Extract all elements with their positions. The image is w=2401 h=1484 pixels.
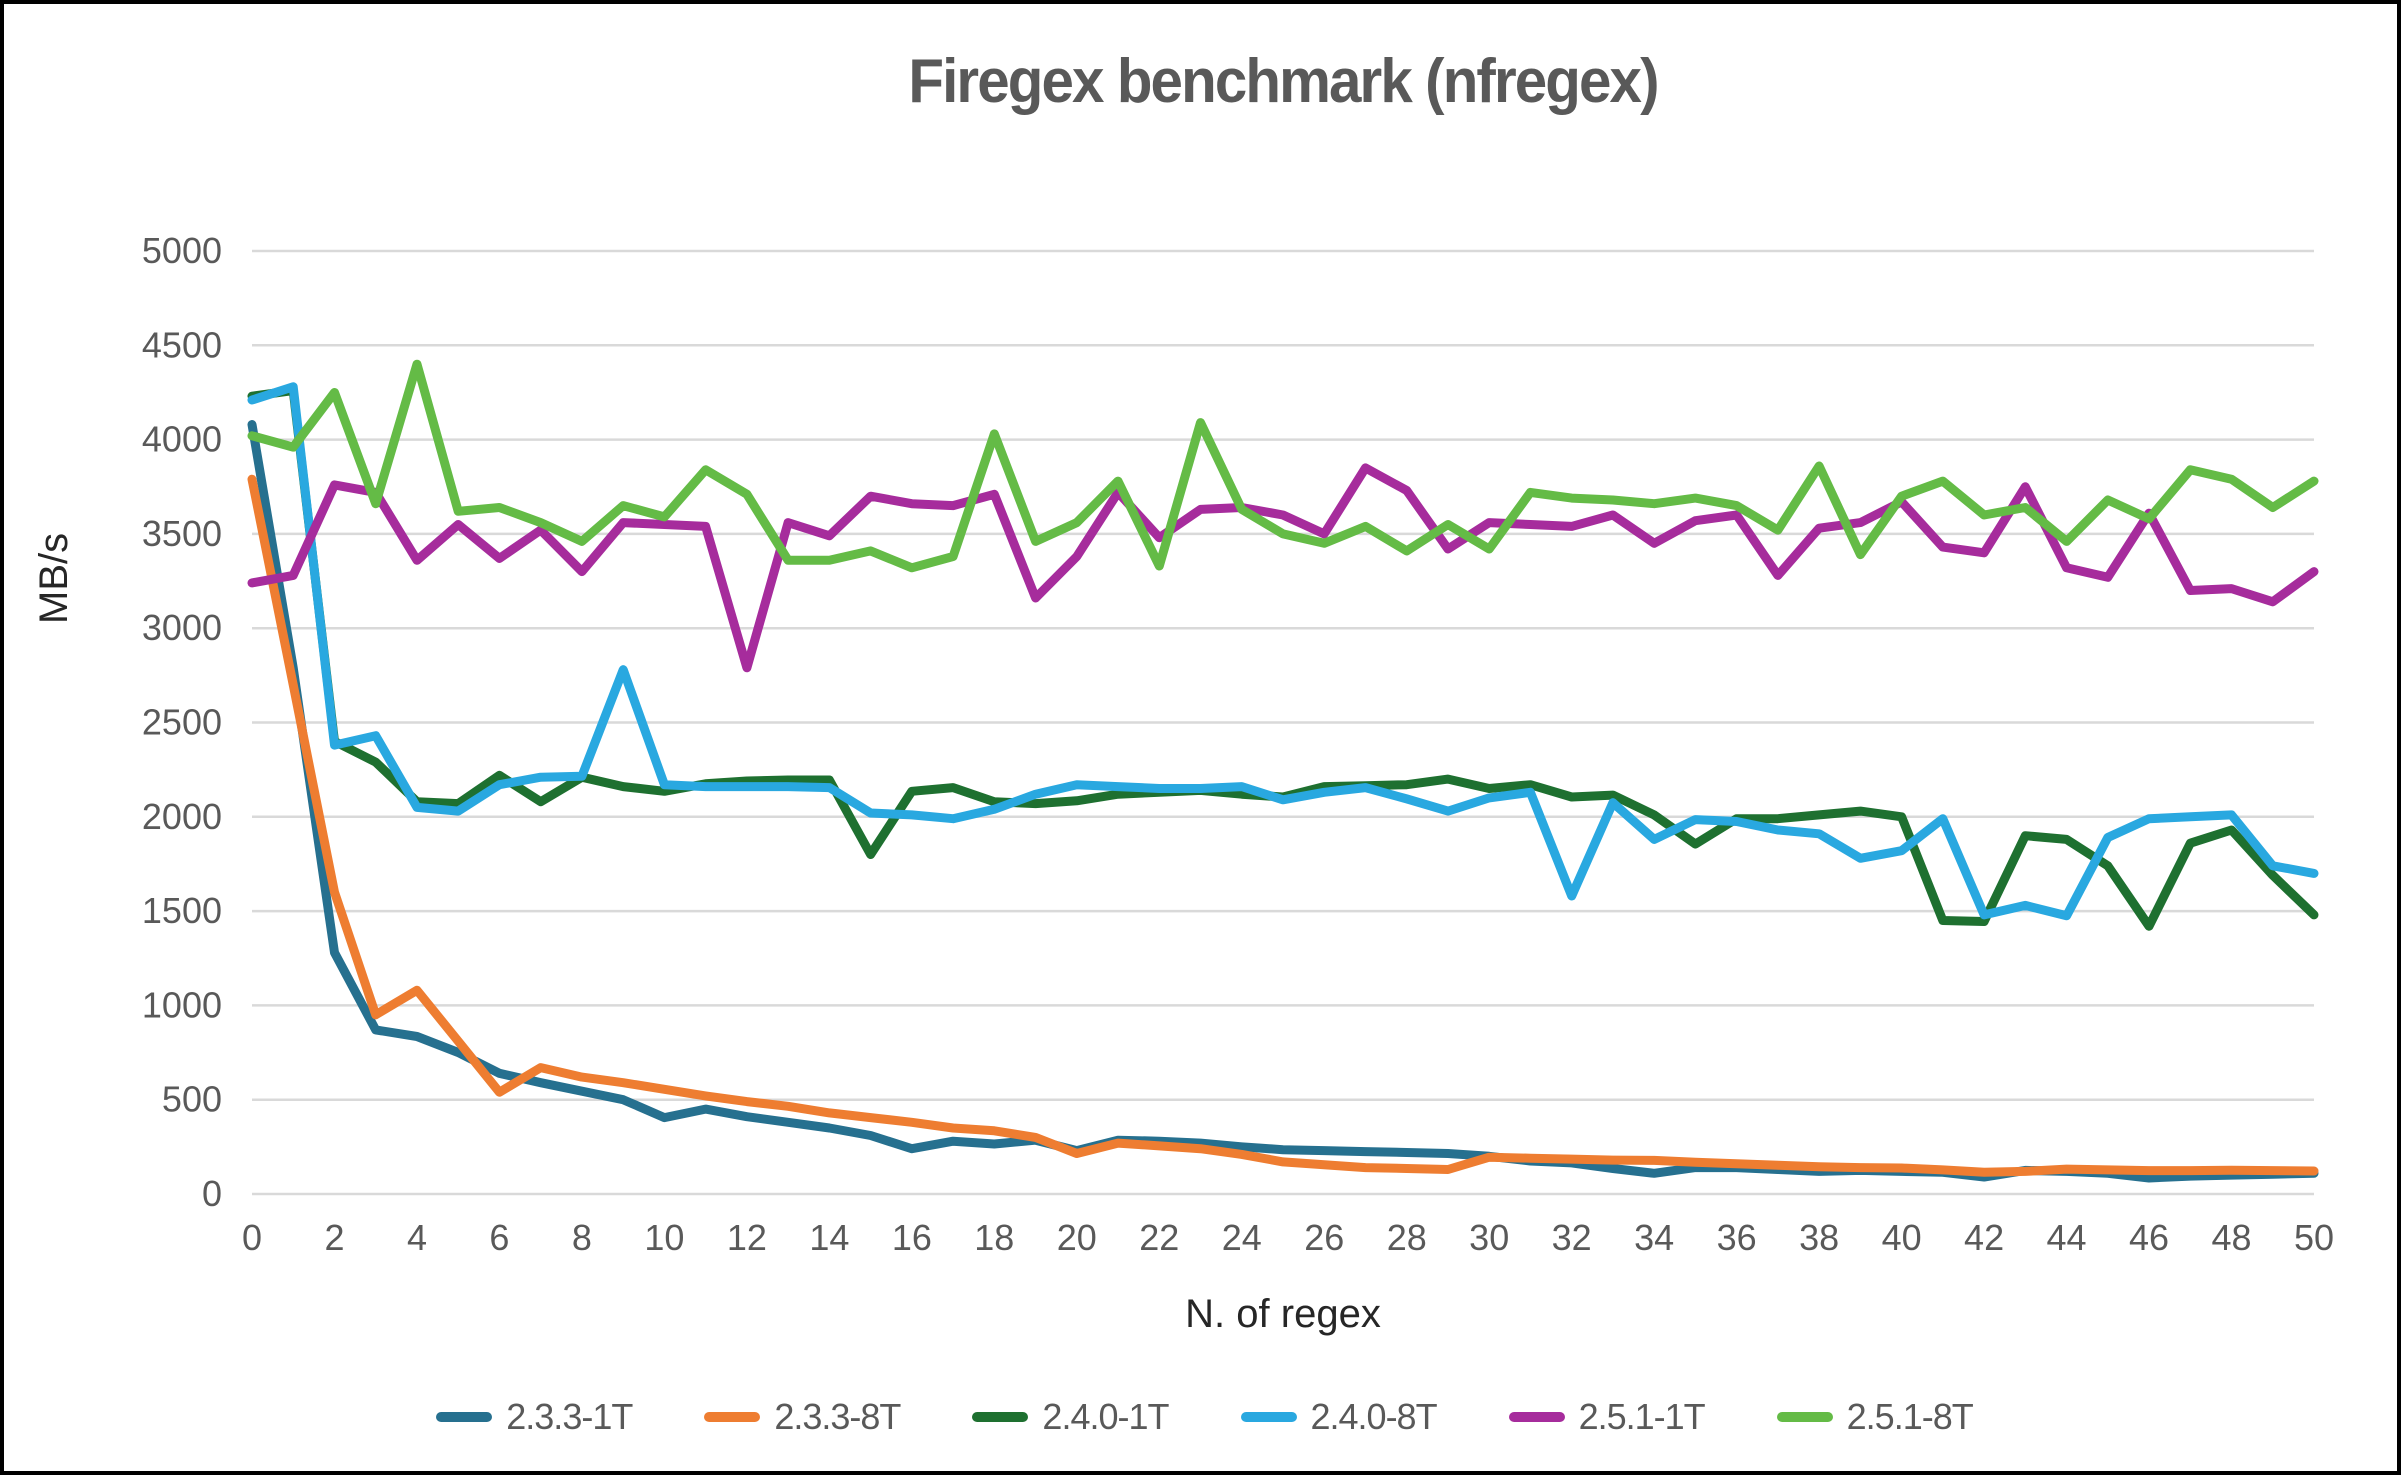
x-tick-label: 10 <box>644 1217 684 1258</box>
y-tick-label: 1000 <box>142 984 222 1025</box>
x-tick-label: 18 <box>974 1217 1014 1258</box>
x-tick-label: 42 <box>1964 1217 2004 1258</box>
chart-title: Firegex benchmark (nfregex) <box>908 47 1659 116</box>
y-tick-label: 3500 <box>142 513 222 554</box>
x-tick-label: 14 <box>809 1217 849 1258</box>
y-tick-label: 2500 <box>142 702 222 743</box>
benchmark-line-chart: 0500100015002000250030003500400045005000… <box>142 230 2334 1258</box>
y-tick-label: 2000 <box>142 796 222 837</box>
series-line-2.4.0-1T <box>247 386 2319 931</box>
y-tick-label: 3000 <box>142 607 222 648</box>
legend-swatch-2.5.1-1T <box>1508 1412 1565 1422</box>
x-tick-label: 26 <box>1304 1217 1344 1258</box>
legend-label: 2.5.1-1T <box>1578 1396 1706 1437</box>
series-line-2.5.1-8T <box>247 359 2319 573</box>
chart-legend: 2.3.3-1T 2.3.3-8T 2.4.0-1T 2.4.0-8T 2.5.1-1T… <box>4 1396 2401 1438</box>
y-tick-label: 500 <box>162 1079 222 1120</box>
x-tick-label: 22 <box>1139 1217 1179 1258</box>
x-tick-label: 12 <box>727 1217 767 1258</box>
x-tick-label: 36 <box>1717 1217 1757 1258</box>
x-tick-label: 4 <box>407 1217 427 1258</box>
x-tick-label: 8 <box>572 1217 592 1258</box>
y-tick-label: 0 <box>202 1173 222 1214</box>
y-tick-label: 4500 <box>142 324 222 365</box>
series-line-2.3.3-8T <box>247 474 2319 1177</box>
legend-item-2.5.1-1T: 2.5.1-1T <box>1508 1396 1706 1438</box>
x-tick-label: 24 <box>1222 1217 1262 1258</box>
legend-label: 2.3.3-1T <box>506 1396 633 1437</box>
y-tick-label: 5000 <box>142 230 222 271</box>
legend-swatch-2.3.3-8T <box>704 1412 761 1422</box>
legend-swatch-2.4.0-1T <box>972 1412 1029 1422</box>
x-tick-label: 6 <box>489 1217 509 1258</box>
x-tick-label: 40 <box>1882 1217 1922 1258</box>
x-tick-label: 16 <box>892 1217 932 1258</box>
x-tick-label: 28 <box>1387 1217 1427 1258</box>
x-tick-label: 2 <box>324 1217 344 1258</box>
legend-label: 2.5.1-8T <box>1846 1396 1974 1437</box>
legend-label: 2.4.0-8T <box>1310 1396 1438 1437</box>
y-tick-label: 1500 <box>142 890 222 931</box>
x-tick-label: 34 <box>1634 1217 1674 1258</box>
series-line-2.4.0-8T <box>247 382 2319 921</box>
x-tick-label: 38 <box>1799 1217 1839 1258</box>
legend-swatch-2.4.0-8T <box>1240 1412 1297 1422</box>
legend-item-2.3.3-1T: 2.3.3-1T <box>436 1396 633 1438</box>
x-tick-label: 20 <box>1057 1217 1097 1258</box>
legend-label: 2.3.3-8T <box>774 1396 901 1437</box>
legend-label: 2.4.0-1T <box>1042 1396 1169 1437</box>
series-line-2.5.1-1T <box>247 463 2319 673</box>
x-tick-label: 50 <box>2294 1217 2334 1258</box>
x-tick-label: 32 <box>1552 1217 1592 1258</box>
legend-item-2.4.0-8T: 2.4.0-8T <box>1240 1396 1438 1438</box>
x-tick-label: 44 <box>2047 1217 2087 1258</box>
x-tick-label: 30 <box>1469 1217 1509 1258</box>
legend-item-2.4.0-1T: 2.4.0-1T <box>972 1396 1170 1438</box>
x-axis-title: N. of regex <box>1185 1292 1381 1336</box>
legend-swatch-2.5.1-8T <box>1776 1412 1833 1422</box>
y-tick-label: 4000 <box>142 419 222 460</box>
x-tick-label: 48 <box>2211 1217 2251 1258</box>
legend-swatch-2.3.3-1T <box>436 1412 493 1422</box>
legend-item-2.5.1-8T: 2.5.1-8T <box>1776 1396 1974 1438</box>
legend-item-2.3.3-8T: 2.3.3-8T <box>704 1396 901 1438</box>
x-tick-label: 46 <box>2129 1217 2169 1258</box>
x-tick-label: 0 <box>242 1217 262 1258</box>
y-axis-title: MB/s <box>32 532 76 624</box>
